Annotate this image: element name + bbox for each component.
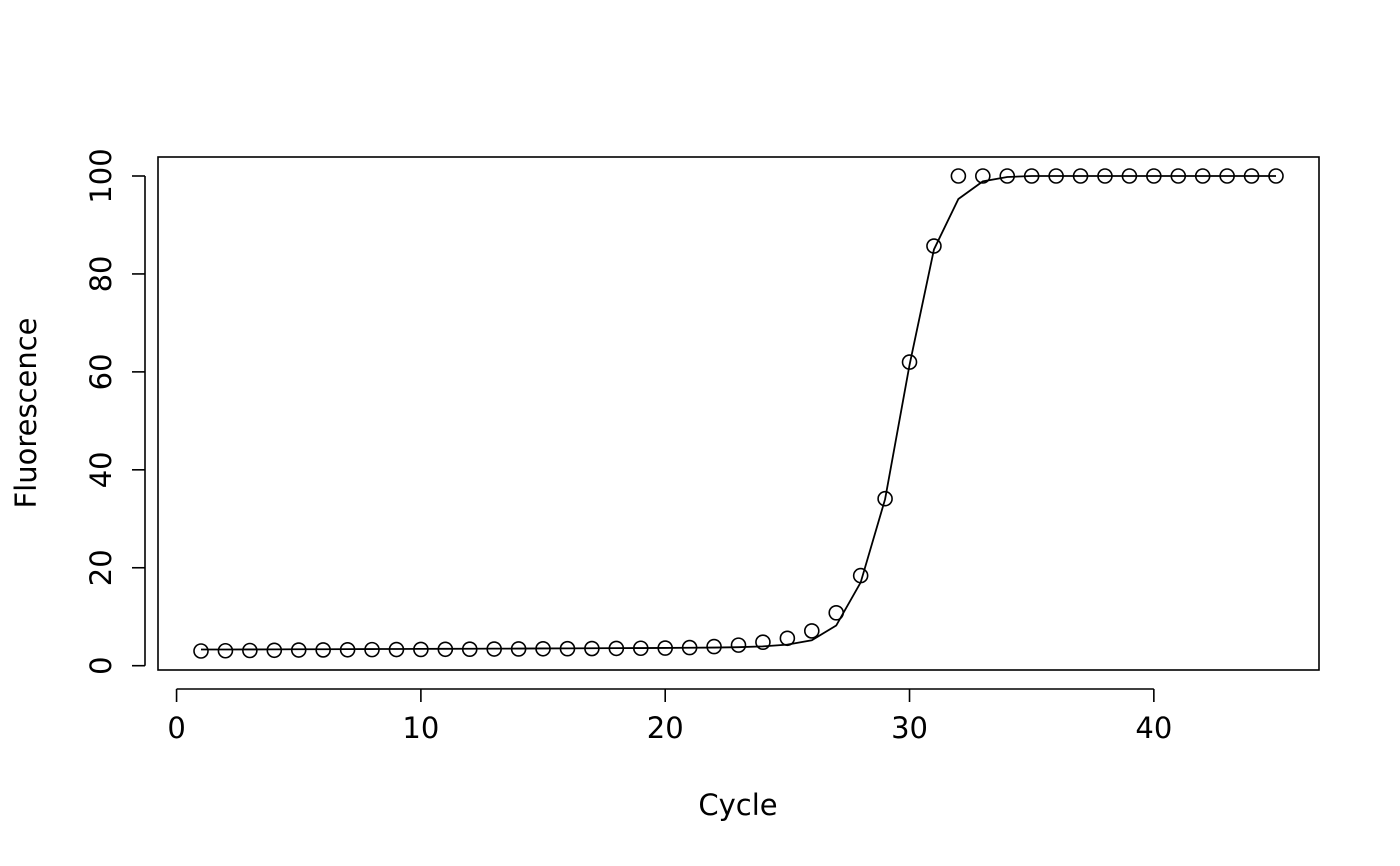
y-tick-label: 80 (84, 255, 118, 292)
plot-frame (157, 156, 1320, 671)
points-group (193, 168, 1284, 659)
fit-line-group (201, 175, 1276, 651)
data-point (1023, 168, 1040, 184)
data-point (1097, 168, 1113, 184)
x-tick-label: 30 (891, 711, 928, 745)
data-point (901, 354, 918, 370)
fit-line (201, 175, 1276, 651)
y-axis-label: Fluorescence (9, 317, 43, 508)
data-point (608, 640, 625, 657)
data-point (584, 640, 600, 657)
data-point (510, 641, 527, 657)
data-point (388, 641, 405, 658)
data-point (559, 640, 576, 657)
data-point (486, 641, 502, 657)
data-point (1121, 168, 1138, 184)
y-tick-label: 20 (84, 549, 118, 586)
data-point (217, 642, 234, 659)
data-point (632, 640, 649, 657)
data-point (755, 634, 771, 650)
data-point (1146, 168, 1162, 184)
data-point (926, 238, 942, 254)
data-point (975, 168, 991, 184)
y-tick-label: 0 (84, 656, 118, 674)
x-axis-label: Cycle (698, 788, 777, 822)
data-point (706, 638, 722, 655)
data-point (339, 641, 356, 658)
data-point (1048, 168, 1064, 184)
data-point (1194, 168, 1211, 184)
data-point (290, 642, 307, 658)
x-tick-label: 10 (402, 711, 439, 745)
data-point (1170, 168, 1187, 184)
data-point (852, 567, 869, 584)
data-point (828, 605, 845, 621)
data-point (730, 637, 747, 653)
x-axis: 0 10 20 30 40 (167, 688, 1172, 745)
data-point (877, 490, 893, 507)
data-point (242, 642, 258, 659)
data-point (1268, 168, 1284, 184)
x-tick-label: 20 (647, 711, 684, 745)
data-point (681, 639, 698, 656)
y-tick-label: 40 (84, 451, 118, 488)
data-point (413, 641, 429, 658)
data-point (803, 623, 820, 639)
data-point (315, 642, 331, 658)
x-tick-label: 0 (167, 711, 185, 745)
y-tick-label: 60 (84, 353, 118, 390)
y-axis: 0 20 40 60 80 100 (84, 148, 146, 675)
data-point (364, 641, 380, 658)
data-point (1072, 168, 1089, 184)
data-point (950, 168, 967, 184)
data-point (266, 642, 283, 659)
data-point (535, 640, 551, 657)
data-point (1219, 168, 1235, 184)
x-tick-label: 40 (1135, 711, 1172, 745)
data-point (193, 643, 209, 659)
data-point (779, 630, 796, 647)
data-point (657, 640, 674, 656)
data-point (461, 641, 478, 657)
data-point (1243, 168, 1260, 184)
data-point (999, 168, 1016, 184)
data-point (437, 641, 454, 658)
y-tick-label: 100 (84, 148, 118, 203)
